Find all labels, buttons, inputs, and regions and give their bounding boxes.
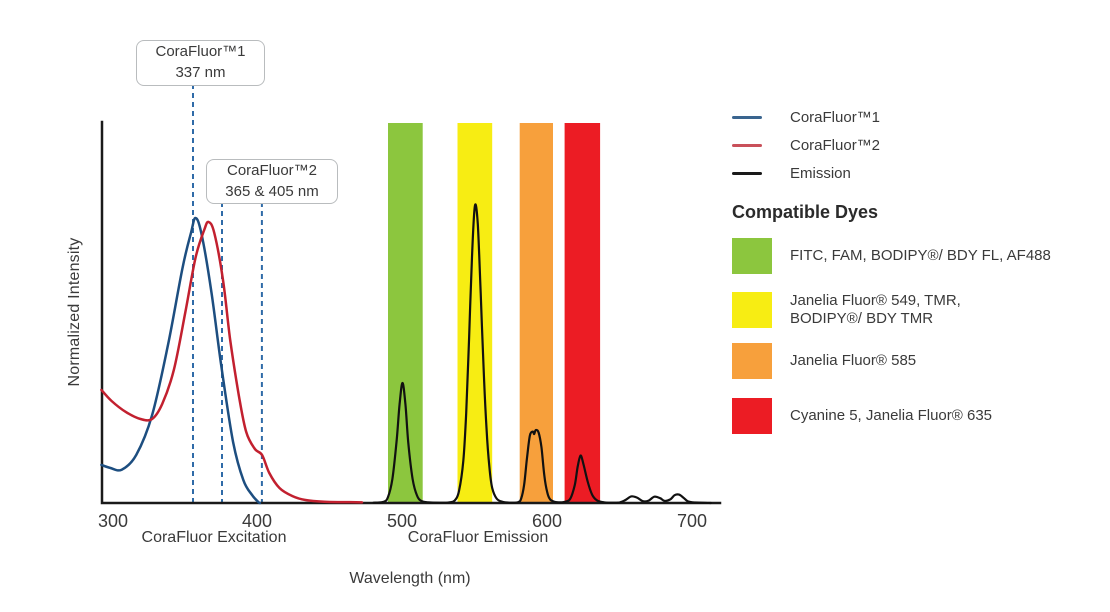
y-axis-label: Normalized Intensity xyxy=(66,237,83,387)
orange-filter-swatch xyxy=(732,343,772,379)
legend-label-emission: Emission xyxy=(790,165,851,182)
legend-row-corafluor1: CoraFluor™1 xyxy=(732,109,1092,126)
green-filter-swatch xyxy=(732,238,772,274)
callout-corafluor2-title: CoraFluor™2 xyxy=(226,161,318,179)
corafluor2-excitation-curve xyxy=(100,220,364,504)
callout-corafluor2: CoraFluor™2 365 & 405 nm xyxy=(206,159,338,204)
x-tick-700: 700 xyxy=(676,511,708,531)
dye-label-yellow: Janelia Fluor® 549, TMR, BODIPY®/ BDY TM… xyxy=(790,292,961,327)
legend-label-corafluor1: CoraFluor™1 xyxy=(790,109,881,126)
emission-section-caption: CoraFluor Emission xyxy=(407,529,549,546)
corafluor1-line-swatch xyxy=(732,116,762,119)
corafluor1-excitation-curve xyxy=(100,216,262,505)
dye-label-red: Cyanine 5, Janelia Fluor® 635 xyxy=(790,407,993,424)
corafluor2-line-swatch xyxy=(732,144,762,147)
dye-row-yellow: Janelia Fluor® 549, TMR, BODIPY®/ BDY TM… xyxy=(732,292,961,328)
dye-label-orange: Janelia Fluor® 585 xyxy=(790,352,917,369)
filter-band-green xyxy=(388,123,423,503)
series-legend: CoraFluor™1 CoraFluor™2 Emission xyxy=(732,109,1092,193)
filter-band-orange xyxy=(519,123,553,503)
callout-corafluor1: CoraFluor™1 337 nm xyxy=(136,40,265,86)
x-tick-500: 500 xyxy=(386,511,418,531)
filter-band-red xyxy=(564,123,601,503)
legend-row-corafluor2: CoraFluor™2 xyxy=(732,137,1092,154)
x-tick-400: 400 xyxy=(241,511,273,531)
x-axis-label: Wavelength (nm) xyxy=(349,570,471,587)
dye-row-red: Cyanine 5, Janelia Fluor® 635 xyxy=(732,398,992,434)
yellow-filter-swatch xyxy=(732,292,772,328)
red-filter-swatch xyxy=(732,398,772,434)
compatible-dyes-heading: Compatible Dyes xyxy=(732,202,879,222)
dye-row-orange: Janelia Fluor® 585 xyxy=(732,343,916,379)
legend-label-corafluor2: CoraFluor™2 xyxy=(790,137,881,154)
excitation-section-caption: CoraFluor Excitation xyxy=(141,529,287,546)
dye-label-green: FITC, FAM, BODIPY®/ BDY FL, AF488 xyxy=(790,247,1051,264)
dye-row-green: FITC, FAM, BODIPY®/ BDY FL, AF488 xyxy=(732,238,1051,274)
callout-corafluor2-value: 365 & 405 nm xyxy=(225,182,319,200)
callout-corafluor1-value: 337 nm xyxy=(175,64,226,81)
x-tick-300: 300 xyxy=(97,511,129,531)
emission-curve xyxy=(372,203,712,505)
callout-corafluor1-title: CoraFluor™1 xyxy=(155,43,246,61)
emission-line-swatch xyxy=(732,172,762,175)
legend-row-emission: Emission xyxy=(732,165,1092,182)
x-tick-600: 600 xyxy=(531,511,563,531)
